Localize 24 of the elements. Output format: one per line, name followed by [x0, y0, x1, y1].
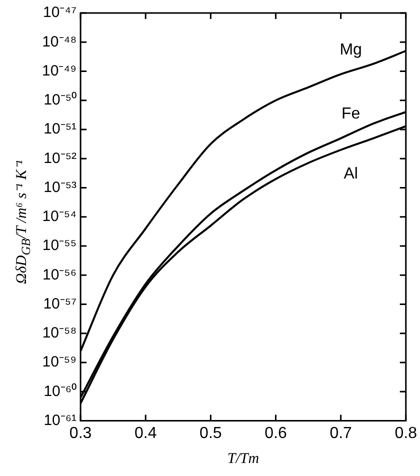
y-tick-label: 10⁻⁵² — [44, 150, 77, 167]
x-tick-label: 0.8 — [394, 424, 418, 442]
y-tick-label: 10⁻⁵⁶ — [42, 266, 77, 284]
y-tick-label: 10⁻⁵⁵ — [42, 237, 77, 254]
y-tick-label: 10⁻⁴⁹ — [42, 62, 77, 80]
y-tick-label: 10⁻⁵⁹ — [42, 354, 77, 371]
series-label: Fe — [341, 106, 360, 123]
y-tick-label: 10⁻⁵⁷ — [43, 295, 77, 312]
y-tick-label: 10⁻⁶⁰ — [44, 382, 77, 400]
y-tick-label: 10⁻⁵³ — [44, 178, 77, 196]
y-tick-label: 10⁻⁴⁷ — [42, 4, 77, 22]
y-tick-label: 10⁻⁵⁸ — [42, 324, 77, 342]
x-axis-title: T/Tm — [227, 450, 260, 467]
x-tick-label: 0.4 — [134, 424, 157, 442]
x-tick-label: 0.7 — [330, 424, 352, 442]
x-tick-label: 0.5 — [200, 424, 222, 442]
y-tick-label: 10⁻⁵⁴ — [42, 208, 77, 226]
y-tick-label: 10⁻⁵⁰ — [44, 92, 77, 109]
legend-label: Mg — [340, 42, 362, 59]
series-label: Al — [344, 165, 358, 182]
x-tick-label: 0.6 — [264, 424, 287, 442]
x-tick-label: 0.3 — [69, 424, 92, 442]
y-tick-label: 10⁻⁴⁸ — [42, 33, 77, 50]
y-tick-label: 10⁻⁵¹ — [44, 120, 77, 138]
